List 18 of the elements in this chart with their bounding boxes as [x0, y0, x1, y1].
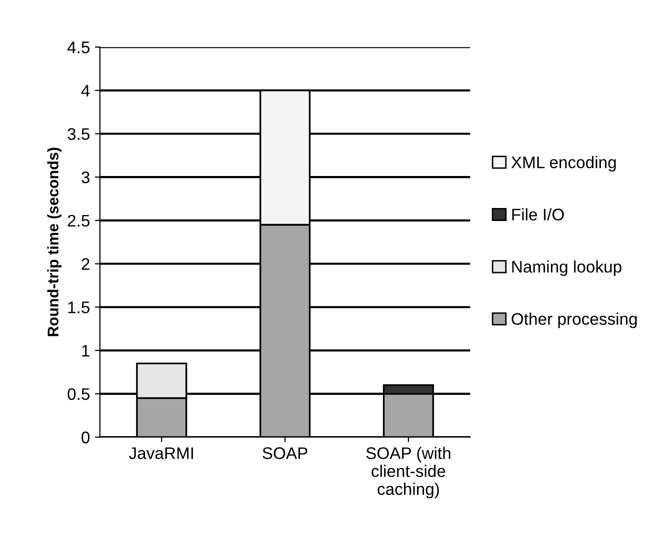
y-tick-label: 1 — [82, 345, 90, 356]
y-tick-label: 0 — [82, 432, 90, 444]
y-tick-label: 4.5 — [67, 42, 90, 54]
legend-label: Naming lookup — [512, 260, 622, 276]
x-tick-label: SOAP (with client-side caching) — [366, 446, 450, 498]
y-tick-label: 2.5 — [68, 214, 90, 227]
y-tick-label: 4 — [81, 84, 90, 96]
legend-label: File I/O — [512, 208, 564, 220]
legend-label: Other processing — [512, 312, 637, 328]
y-tick-label: 0.5 — [68, 388, 90, 400]
y-tick-label: 1.5 — [68, 302, 90, 314]
x-tick-label: JavaRMI — [129, 447, 193, 460]
y-tick-label: 3 — [82, 171, 90, 184]
y-tick-label: 3.5 — [68, 128, 90, 140]
legend-label: XML encoding — [511, 156, 616, 172]
x-tick-label: SOAP — [262, 447, 308, 460]
y-tick-label: 2 — [82, 258, 90, 270]
y-axis-title: Round-trip time (seconds) — [47, 148, 62, 336]
